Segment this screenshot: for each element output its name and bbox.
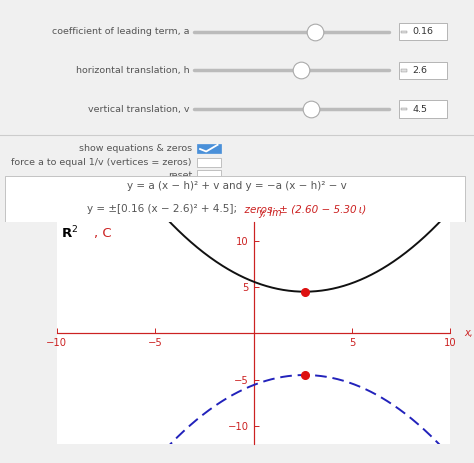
Text: coefficient of leading term, a: coefficient of leading term, a (52, 27, 190, 36)
Text: 0.16: 0.16 (412, 27, 433, 36)
FancyBboxPatch shape (399, 62, 447, 79)
Text: force a to equal 1/v (vertices = zeros): force a to equal 1/v (vertices = zeros) (11, 158, 192, 167)
FancyBboxPatch shape (401, 108, 407, 110)
Text: 2.6: 2.6 (412, 66, 428, 75)
FancyBboxPatch shape (5, 176, 465, 222)
FancyBboxPatch shape (197, 170, 221, 180)
Text: y, Im: y, Im (258, 207, 282, 218)
FancyBboxPatch shape (197, 144, 221, 153)
FancyBboxPatch shape (401, 31, 407, 33)
FancyBboxPatch shape (197, 158, 221, 167)
Text: y = a (x − h)² + v and y = −a (x − h)² − v: y = a (x − h)² + v and y = −a (x − h)² −… (127, 181, 347, 191)
Text: horizontal translation, h: horizontal translation, h (76, 66, 190, 75)
Text: y = ±[0.16 (x − 2.6)² + 4.5];: y = ±[0.16 (x − 2.6)² + 4.5]; (87, 204, 237, 214)
FancyBboxPatch shape (401, 69, 407, 71)
Text: vertical translation, v: vertical translation, v (88, 105, 190, 113)
Text: reset: reset (168, 170, 192, 180)
Text: show equations & zeros: show equations & zeros (79, 144, 192, 153)
Text: , C: , C (94, 227, 112, 240)
FancyBboxPatch shape (399, 100, 447, 118)
Text: 4.5: 4.5 (412, 105, 428, 113)
FancyBboxPatch shape (399, 23, 447, 40)
Text: zeros: ± (2.60 − 5.30 ι): zeros: ± (2.60 − 5.30 ι) (238, 204, 366, 214)
Text: $\mathbf{R}^2$: $\mathbf{R}^2$ (61, 225, 78, 242)
Text: x, Re: x, Re (464, 328, 474, 338)
